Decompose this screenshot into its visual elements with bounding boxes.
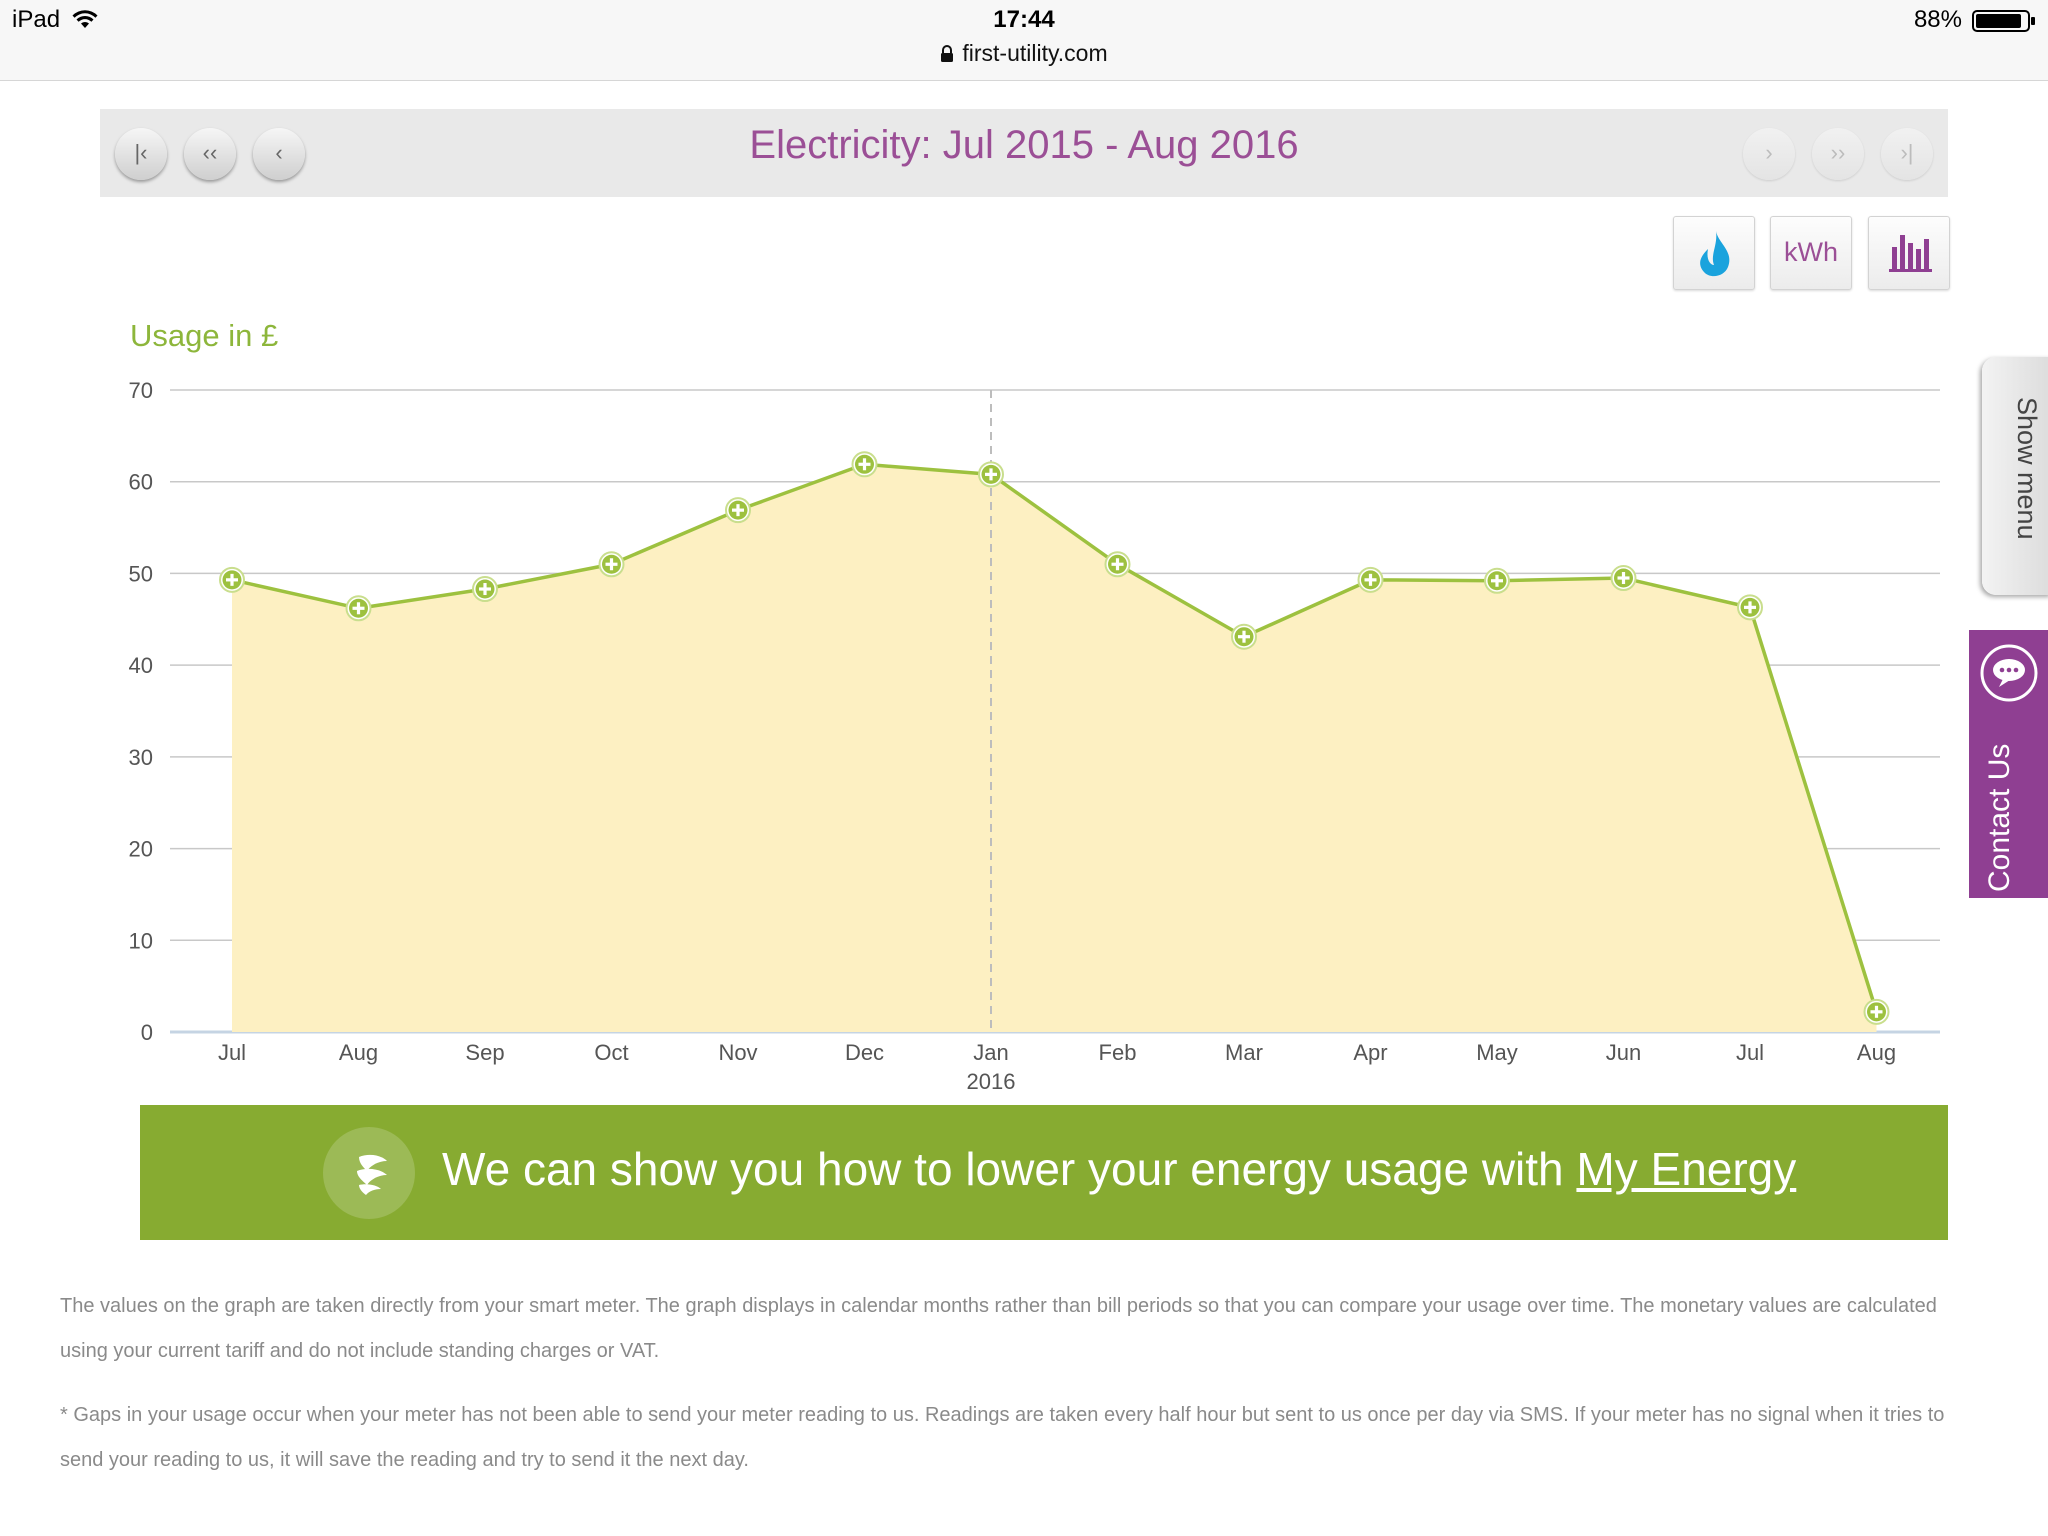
x-tick-label: May (1476, 1040, 1518, 1065)
chat-bubble-icon (1980, 644, 2038, 702)
y-axis-label: Usage in £ (130, 318, 279, 353)
last-period-button[interactable]: ›| (1881, 128, 1933, 180)
data-point[interactable] (1357, 566, 1384, 593)
address-bar[interactable]: first-utility.com (0, 40, 2048, 67)
x-tick-label: Oct (594, 1040, 628, 1065)
usage-chart: 0 10 20 30 40 50 60 70 Jul Aug Sep Oct Nov Dec Jan Feb M… (129, 378, 1940, 1094)
status-bar: iPad 17:44 88% first-utility.com (0, 0, 2048, 81)
footnote-smart-meter: The values on the graph are taken direct… (60, 1295, 1937, 1362)
data-point[interactable] (1231, 623, 1257, 650)
x-tick-label: Jan (973, 1040, 1008, 1065)
data-point[interactable] (851, 451, 878, 478)
y-tick-label: 30 (129, 745, 153, 770)
leaf-badge (323, 1127, 415, 1219)
show-menu-label: Show menu (2012, 397, 2042, 540)
chart-title: Electricity: Jul 2015 - Aug 2016 (749, 123, 1299, 167)
status-time: 17:44 (993, 6, 1055, 33)
url-text: first-utility.com (962, 40, 1108, 66)
show-menu-tab[interactable]: Show menu (1982, 357, 2048, 595)
usage-area (232, 464, 1877, 1032)
data-point[interactable] (1863, 998, 1890, 1025)
device-name: iPad (12, 6, 61, 33)
data-point[interactable] (472, 576, 498, 603)
data-point[interactable] (1737, 594, 1763, 621)
gas-drop-icon (1700, 231, 1730, 277)
data-point[interactable] (978, 461, 1004, 488)
data-point[interactable] (1104, 551, 1131, 578)
y-tick-label: 70 (129, 378, 153, 403)
y-tick-label: 60 (129, 470, 153, 495)
my-energy-link[interactable]: My Energy (1576, 1143, 1797, 1195)
x-tick-label: Jun (1606, 1040, 1641, 1065)
y-tick-label: 40 (129, 653, 153, 678)
x-tick-label: Jul (1736, 1040, 1764, 1065)
gas-toggle-button[interactable] (1673, 216, 1755, 290)
battery-icon (1972, 10, 2035, 32)
year-label: 2016 (967, 1069, 1016, 1094)
leaf-icon (357, 1154, 387, 1195)
rewind-button[interactable]: ‹‹ (184, 128, 236, 180)
contact-us-tab[interactable]: Contact Us (1969, 630, 2048, 898)
bar-chart-icon (1889, 235, 1932, 272)
first-period-button[interactable]: |‹ (115, 128, 167, 180)
data-point[interactable] (345, 595, 372, 622)
x-tick-label: Sep (465, 1040, 504, 1065)
lock-icon (941, 45, 954, 62)
x-tick-label: Feb (1099, 1040, 1137, 1065)
kwh-toggle-button[interactable]: kWh (1770, 216, 1852, 290)
x-tick-label: Nov (718, 1040, 757, 1065)
battery-percentage: 88% (1913, 6, 1962, 33)
my-energy-banner[interactable]: We can show you how to lower your energy… (140, 1105, 1948, 1240)
fast-forward-button[interactable]: ›› (1812, 128, 1864, 180)
bar-chart-toggle-button[interactable] (1868, 216, 1950, 290)
banner-message: We can show you how to lower your energy… (442, 1143, 1577, 1195)
data-point[interactable] (1484, 567, 1510, 594)
chart-header: |‹ ‹‹ ‹ Electricity: Jul 2015 - Aug 2016… (100, 109, 1948, 197)
y-tick-label: 50 (129, 561, 153, 586)
kwh-label: kWh (1784, 237, 1838, 267)
banner-text: We can show you how to lower your energy… (442, 1142, 1796, 1196)
x-tick-label: Mar (1225, 1040, 1263, 1065)
y-tick-label: 10 (129, 928, 153, 953)
y-tick-label: 0 (141, 1020, 153, 1045)
y-tick-label: 20 (129, 837, 153, 862)
wifi-icon (72, 10, 98, 28)
next-period-button[interactable]: › (1743, 128, 1795, 180)
x-tick-label: Dec (845, 1040, 884, 1065)
previous-period-button[interactable]: ‹ (253, 128, 305, 180)
contact-us-label: Contact Us (1983, 743, 2016, 892)
data-point[interactable] (598, 551, 625, 578)
x-tick-label: Aug (1857, 1040, 1896, 1065)
x-tick-label: Apr (1353, 1040, 1387, 1065)
footnote-gaps: * Gaps in your usage occur when your met… (60, 1404, 1945, 1471)
x-tick-label: Jul (218, 1040, 246, 1065)
usage-line (231, 462, 1879, 1013)
data-point[interactable] (1610, 565, 1637, 592)
x-tick-label: Aug (339, 1040, 378, 1065)
data-point[interactable] (725, 497, 751, 524)
data-point[interactable] (219, 566, 245, 593)
